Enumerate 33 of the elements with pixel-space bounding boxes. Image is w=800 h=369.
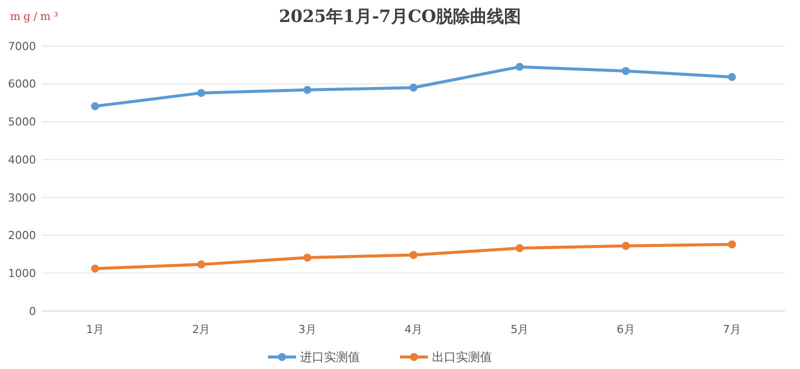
- point: [197, 88, 206, 97]
- y-tick-label: 1000: [8, 266, 36, 280]
- legend-label: 出口实测值: [432, 350, 492, 364]
- point: [197, 260, 206, 268]
- y-tick-label: 2000: [8, 229, 36, 242]
- x-tick-label: 7月: [722, 323, 741, 336]
- point: [516, 244, 524, 252]
- y-tick-label: 5000: [8, 116, 36, 129]
- x-tick-label: 4月: [404, 323, 422, 336]
- legend-label: 进口实测值: [300, 350, 360, 364]
- point: [516, 62, 524, 71]
- point: [622, 66, 630, 75]
- point: [728, 73, 736, 82]
- y-tick-label: 6000: [8, 78, 36, 91]
- point: [410, 250, 418, 259]
- x-tick-label: 3月: [298, 323, 316, 336]
- point: [303, 254, 312, 262]
- x-tick-label: 2月: [192, 323, 210, 336]
- y-tick-label: 4000: [8, 153, 36, 166]
- y-tick-label: 0: [29, 304, 36, 318]
- point: [728, 240, 736, 248]
- x-tick-label: 5月: [510, 323, 529, 336]
- y-tick-label: 7000: [8, 40, 36, 53]
- point: [303, 86, 312, 94]
- x-tick-label: 6月: [616, 323, 635, 336]
- y-tick-label: 3000: [8, 191, 36, 204]
- x-tick-label: 1月: [86, 323, 104, 336]
- point: [91, 264, 100, 273]
- point: [91, 102, 100, 110]
- y-axis-title: mg/m³: [10, 10, 62, 23]
- point: [622, 242, 630, 250]
- point: [410, 84, 418, 92]
- chart-title: 2025年1月-7月CO脱除曲线图: [278, 7, 522, 27]
